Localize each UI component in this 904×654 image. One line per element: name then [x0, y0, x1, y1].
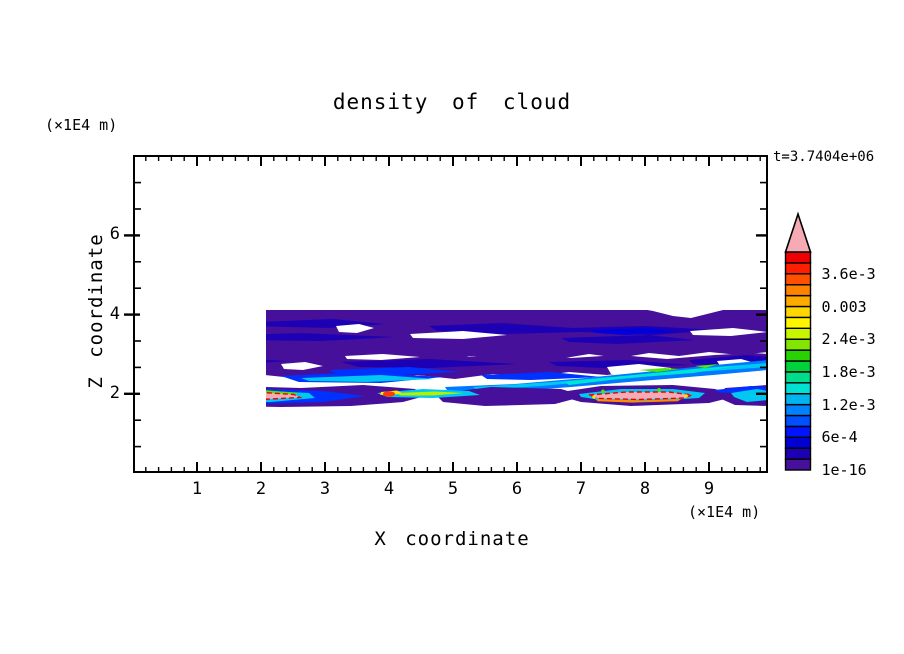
x-tick-label: 5 — [447, 479, 459, 499]
colorbar-tick-label: 3.6e-3 — [821, 264, 876, 283]
y-tick-label: 2 — [109, 382, 120, 403]
colorbar-cell — [784, 349, 812, 362]
colorbar-cell — [784, 403, 812, 417]
colorbar-cell — [784, 447, 812, 460]
y-tick-label: 6 — [109, 224, 120, 245]
density-core1-orange-speck — [166, 397, 170, 401]
density-region-upper-blob — [139, 283, 191, 294]
axis-ticks — [124, 156, 767, 472]
density-region-blue-streak — [591, 328, 677, 335]
x-tick-label: 6 — [511, 479, 523, 499]
density-core1-yellow-speck — [224, 391, 228, 395]
colorbar-cell — [784, 436, 812, 449]
density-core2-yellowgreen-streak — [395, 391, 464, 396]
colorbar-cell — [784, 371, 812, 384]
colorbar-cell — [784, 360, 812, 373]
y-tick-label: 4 — [109, 303, 120, 324]
colorbar-tick-label: 1.2e-3 — [821, 395, 876, 414]
density-hole — [345, 354, 420, 360]
colorbar-cell — [784, 305, 812, 319]
colorbar-cell — [784, 273, 812, 286]
density-region-cyan-blob — [731, 389, 768, 402]
density-region-upper-blob — [557, 288, 635, 304]
colorbar-cell — [784, 262, 812, 275]
density-hole — [690, 328, 768, 336]
density-region-cyan-bright — [565, 366, 737, 385]
density-region-blue-streak — [151, 321, 241, 327]
colorbar-cell — [784, 425, 812, 438]
colorbar-cell — [784, 393, 812, 406]
density-region-darkblue-streak — [266, 359, 289, 363]
colorbar-cell — [784, 382, 812, 395]
density-region-cyan-band-mid — [301, 375, 435, 382]
density-core3-orange-fringe — [595, 399, 681, 403]
density-region-green-spark — [639, 368, 679, 372]
density-field — [133, 283, 768, 407]
x-tick-label: 1 — [191, 479, 203, 499]
density-hole — [281, 362, 323, 370]
density-core3-pink-core — [588, 391, 693, 401]
density-region-blue-patch — [481, 372, 601, 380]
colorbar-tick-label: 1.8e-3 — [821, 362, 876, 381]
colorbar-tick-label: 0.003 — [821, 297, 867, 316]
time-label: t=3.7404e+06 — [773, 149, 875, 165]
density-core1-yellow-speck — [161, 396, 166, 401]
x-axis-label: X coordinate — [374, 528, 530, 550]
x-tick-label: 9 — [703, 479, 715, 499]
x-tick-label: 7 — [575, 479, 587, 499]
colorbar-cell — [784, 251, 812, 264]
density-hole — [410, 331, 507, 339]
colorbar-cell — [784, 316, 812, 329]
x-tick-label: 2 — [255, 479, 267, 499]
density-hole — [133, 346, 229, 353]
density-region-cyan-band-left — [133, 371, 205, 377]
colorbar-overflow-arrow — [784, 211, 812, 253]
colorbar-cell — [784, 284, 812, 297]
colorbar — [784, 211, 812, 471]
density-region-blue-patch — [141, 372, 233, 380]
density-region-upper-blob — [149, 295, 229, 306]
density-region-darkblue-streak — [341, 359, 517, 368]
x-axis-unit: (×1E4 m) — [688, 503, 761, 521]
density-region-darkblue-streak — [561, 335, 695, 344]
density-region-cyan-band-left — [133, 367, 227, 379]
colorbar-cell — [784, 327, 812, 340]
colorbar-cell — [784, 458, 812, 471]
density-core3-green-speck — [657, 388, 661, 392]
density-region-main-mass — [266, 310, 768, 363]
colorbar-tick-label: 6e-4 — [821, 428, 858, 447]
colorbar-cell — [784, 338, 812, 351]
density-core3-yellow-speck — [592, 395, 596, 399]
x-tick-label: 4 — [383, 479, 395, 499]
density-region-darkblue-streak — [266, 333, 395, 341]
density-region-core-surround — [435, 387, 585, 406]
colorbar-cell — [784, 294, 812, 308]
x-tick-label: 3 — [319, 479, 331, 499]
colorbar-tick-label: 1e-16 — [821, 461, 867, 479]
density-core3-green-speck — [601, 389, 605, 394]
density-region-green-spark — [139, 372, 153, 375]
density-core3-yellow-speck — [684, 394, 688, 398]
chart-title: density of cloud — [332, 90, 572, 114]
density-core2-red-spot — [383, 391, 395, 397]
density-core1-pink-core — [266, 392, 303, 400]
colorbar-cell — [784, 414, 812, 428]
density-region-green-spark — [695, 364, 719, 368]
y-axis-unit: (×1E4 m) — [45, 116, 118, 134]
x-tick-label: 8 — [639, 479, 651, 499]
density-hole — [336, 324, 374, 333]
colorbar-tick-label: 2.4e-3 — [821, 330, 876, 349]
